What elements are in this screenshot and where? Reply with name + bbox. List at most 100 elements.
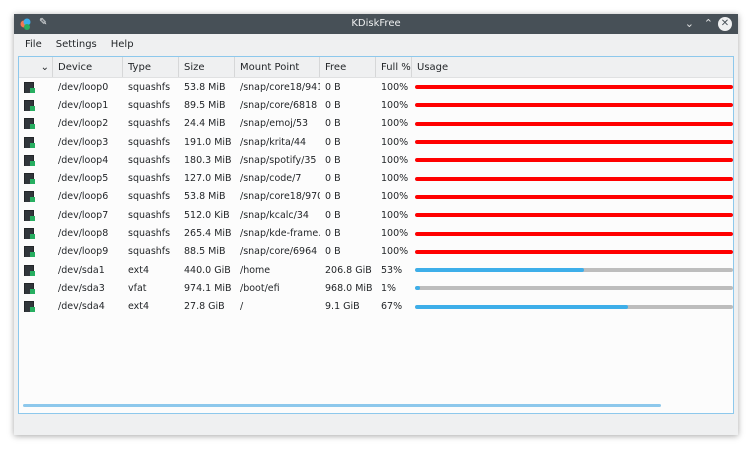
header-full[interactable]: Full % (376, 57, 412, 77)
drive-mounted-icon (24, 264, 35, 276)
menu-help[interactable]: Help (110, 39, 134, 50)
header-type[interactable]: Type (123, 57, 179, 77)
cell-device: /dev/loop8 (58, 228, 109, 240)
cell-free: 0 B (325, 191, 341, 203)
cell-full: 100% (381, 191, 409, 203)
cell-full: 100% (381, 228, 409, 240)
cell-full: 100% (381, 173, 409, 185)
cell-device: /dev/sda4 (58, 301, 105, 313)
cell-full: 1% (381, 282, 397, 294)
menu-file[interactable]: File (25, 39, 42, 50)
table-row[interactable]: /dev/sda3 vfat 974.1 MiB /boot/efi 968.0… (19, 279, 733, 297)
cell-full: 100% (381, 154, 409, 166)
usage-bar (415, 231, 733, 236)
cell-size: 440.0 GiB (184, 264, 231, 276)
table-row[interactable]: /dev/loop8 squashfs 265.4 MiB /snap/kde-… (19, 224, 733, 242)
sort-chevron-down-icon[interactable]: ⌄ (19, 57, 53, 77)
drive-mounted-icon (24, 209, 35, 221)
table-row[interactable]: /dev/loop0 squashfs 53.8 MiB /snap/core1… (19, 78, 733, 96)
table-row[interactable]: /dev/loop3 squashfs 191.0 MiB /snap/krit… (19, 133, 733, 151)
cell-size: 24.4 MiB (184, 118, 226, 130)
table-header: ⌄ Device Type Size Mount Point Free Full… (19, 57, 733, 78)
cell-mount-point: / (240, 301, 244, 313)
usage-bar (415, 268, 733, 273)
cell-type: squashfs (128, 191, 171, 203)
header-mount-point[interactable]: Mount Point (235, 57, 320, 77)
window-title: KDiskFree (351, 18, 401, 29)
cell-free: 968.0 MiB (325, 282, 373, 294)
cell-type: vfat (128, 282, 147, 294)
table-row[interactable]: /dev/loop6 squashfs 53.8 MiB /snap/core1… (19, 188, 733, 206)
drive-mounted-icon (24, 246, 35, 258)
pin-icon[interactable]: ✎ (39, 17, 48, 28)
usage-bar (415, 158, 733, 163)
kdiskfree-window: ✎ KDiskFree ⌄ ⌃ ✕ File Settings Help ⌄ D… (14, 14, 738, 435)
header-size[interactable]: Size (179, 57, 235, 77)
cell-device: /dev/loop1 (58, 99, 109, 111)
cell-size: 127.0 MiB (184, 173, 232, 185)
cell-size: 89.5 MiB (184, 99, 226, 111)
cell-mount-point: /home (240, 264, 271, 276)
drive-mounted-icon (24, 173, 35, 185)
kdiskfree-icon (20, 18, 31, 30)
usage-bar (415, 85, 733, 90)
cell-size: 191.0 MiB (184, 136, 232, 148)
cell-type: squashfs (128, 228, 171, 240)
header-usage[interactable]: Usage (417, 62, 449, 73)
cell-size: 53.8 MiB (184, 81, 226, 93)
table-row[interactable]: /dev/loop4 squashfs 180.3 MiB /snap/spot… (19, 151, 733, 169)
cell-device: /dev/sda3 (58, 282, 105, 294)
cell-size: 53.8 MiB (184, 191, 226, 203)
cell-free: 0 B (325, 154, 341, 166)
usage-bar (415, 286, 733, 291)
cell-free: 0 B (325, 173, 341, 185)
cell-mount-point: /snap/kde-frame… (240, 228, 320, 240)
cell-mount-point: /snap/krita/44 (240, 136, 307, 148)
cell-size: 974.1 MiB (184, 282, 232, 294)
horizontal-scrollbar[interactable] (23, 404, 661, 407)
usage-bar (415, 176, 733, 181)
menu-settings[interactable]: Settings (55, 39, 97, 50)
maximize-button[interactable]: ⌃ (703, 17, 713, 30)
cell-mount-point: /snap/core/6818 (240, 99, 318, 111)
usage-bar (415, 249, 733, 254)
cell-free: 0 B (325, 228, 341, 240)
usage-bar (415, 304, 733, 309)
cell-type: ext4 (128, 264, 150, 276)
cell-type: squashfs (128, 136, 171, 148)
table-row[interactable]: /dev/sda4 ext4 27.8 GiB / 9.1 GiB 67% (19, 298, 733, 316)
table-row[interactable]: /dev/loop1 squashfs 89.5 MiB /snap/core/… (19, 96, 733, 114)
cell-full: 100% (381, 136, 409, 148)
cell-mount-point: /snap/core/6964 (240, 246, 318, 258)
close-button[interactable]: ✕ (718, 17, 732, 31)
header-device[interactable]: Device (53, 57, 123, 77)
drive-mounted-icon (24, 99, 35, 111)
cell-type: squashfs (128, 209, 171, 221)
cell-free: 0 B (325, 209, 341, 221)
cell-free: 0 B (325, 99, 341, 111)
cell-mount-point: /snap/spotify/35 (240, 154, 317, 166)
cell-type: squashfs (128, 173, 171, 185)
minimize-button[interactable]: ⌄ (684, 17, 694, 30)
cell-device: /dev/loop9 (58, 246, 109, 258)
usage-bar (415, 140, 733, 145)
cell-device: /dev/loop6 (58, 191, 109, 203)
table-row[interactable]: /dev/loop2 squashfs 24.4 MiB /snap/emoj/… (19, 115, 733, 133)
table-row[interactable]: /dev/loop5 squashfs 127.0 MiB /snap/code… (19, 169, 733, 187)
drive-mounted-icon (24, 282, 35, 294)
usage-bar (415, 103, 733, 108)
cell-free: 0 B (325, 118, 341, 130)
cell-free: 0 B (325, 136, 341, 148)
disk-table: ⌄ Device Type Size Mount Point Free Full… (18, 56, 734, 414)
usage-bar (415, 194, 733, 199)
table-row[interactable]: /dev/loop9 squashfs 88.5 MiB /snap/core/… (19, 243, 733, 261)
cell-mount-point: /boot/efi (240, 282, 280, 294)
cell-full: 100% (381, 209, 409, 221)
cell-device: /dev/loop2 (58, 118, 109, 130)
header-free[interactable]: Free (320, 57, 376, 77)
cell-full: 100% (381, 81, 409, 93)
drive-mounted-icon (24, 81, 35, 93)
table-row[interactable]: /dev/loop7 squashfs 512.0 KiB /snap/kcal… (19, 206, 733, 224)
drive-mounted-icon (24, 118, 35, 130)
table-row[interactable]: /dev/sda1 ext4 440.0 GiB /home 206.8 GiB… (19, 261, 733, 279)
